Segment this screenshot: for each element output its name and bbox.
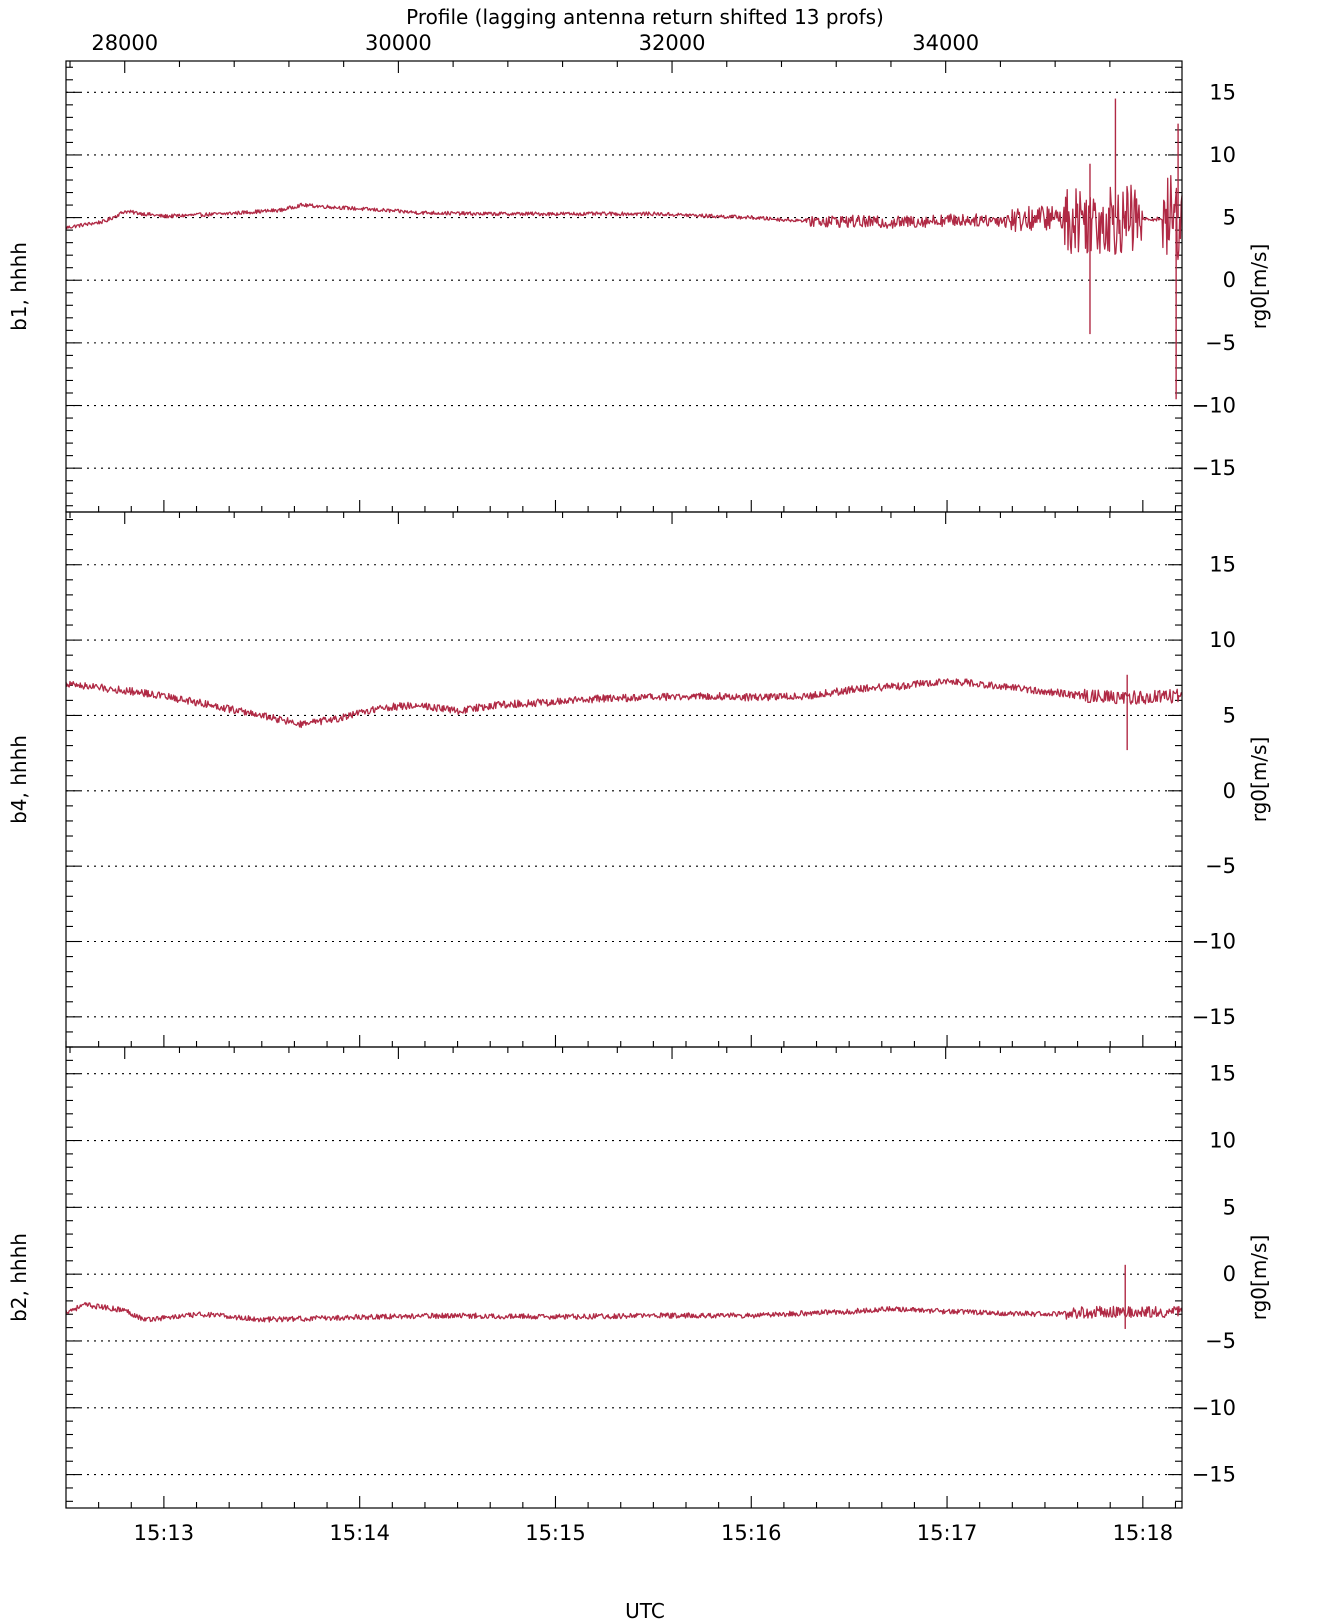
- chart-panels: −15 −10 −5 0 5 10 15 b1, hhhh rg0[m/s] −15 −10 −5 0 5…: [7, 31, 1271, 1545]
- y-tick-label: 15: [1209, 1062, 1236, 1086]
- y-tick-label: 0: [1223, 1262, 1236, 1286]
- y-tick-label: 10: [1209, 143, 1236, 167]
- y-tick-label: −5: [1205, 331, 1236, 355]
- top-tick-label: 28000: [91, 31, 158, 55]
- panel-2: [65, 511, 1183, 1048]
- x-axis-title: UTC: [625, 1599, 665, 1622]
- y-tick-label: 5: [1223, 206, 1236, 230]
- y-tick-label: 0: [1223, 268, 1236, 292]
- panel-right-label: rg0[m/s]: [1247, 244, 1271, 330]
- y-tick-label: 5: [1223, 703, 1236, 727]
- y-tick-label: −10: [1192, 1396, 1236, 1420]
- panel-left-label: b2, hhhh: [7, 1233, 31, 1322]
- y-tick-label: −15: [1192, 456, 1236, 480]
- y-tick-label: 15: [1209, 553, 1236, 577]
- y-tick-label: −15: [1192, 1463, 1236, 1487]
- top-tick-label: 34000: [912, 31, 979, 55]
- y-tick-label: −5: [1205, 1329, 1236, 1353]
- top-tick-label: 30000: [365, 31, 432, 55]
- panel-frame: [65, 511, 1183, 1048]
- x-tick-label: 15:15: [525, 1521, 586, 1545]
- x-tick-label: 15:14: [329, 1521, 390, 1545]
- y-tick-label: 15: [1209, 80, 1236, 104]
- panel-1: [65, 60, 1183, 513]
- panel-left-label: b1, hhhh: [7, 242, 31, 331]
- x-tick-label: 15:17: [917, 1521, 978, 1545]
- x-tick-label: 15:18: [1113, 1521, 1174, 1545]
- y-tick-label: −15: [1192, 1005, 1236, 1029]
- y-tick-label: −10: [1192, 930, 1236, 954]
- top-axis-title: Profile (lagging antenna return shifted …: [406, 5, 884, 29]
- y-tick-label: 5: [1223, 1195, 1236, 1219]
- panel-frame: [65, 60, 1183, 513]
- panel-right-label: rg0[m/s]: [1247, 737, 1271, 823]
- series-line-2: [65, 678, 1183, 729]
- y-tick-label: −10: [1192, 394, 1236, 418]
- panel-frame: [65, 1046, 1183, 1509]
- panel-right-label: rg0[m/s]: [1247, 1235, 1271, 1321]
- y-tick-label: 10: [1209, 628, 1236, 652]
- y-tick-label: 10: [1209, 1129, 1236, 1153]
- panel-left-label: b4, hhhh: [7, 735, 31, 824]
- panel-3: [65, 1046, 1183, 1509]
- x-tick-label: 15:13: [134, 1521, 195, 1545]
- y-tick-label: 0: [1223, 779, 1236, 803]
- series-line-1: [65, 174, 1183, 261]
- series-line-3: [65, 1301, 1183, 1323]
- y-tick-label: −5: [1205, 854, 1236, 878]
- x-tick-label: 15:16: [721, 1521, 782, 1545]
- top-tick-label: 32000: [639, 31, 706, 55]
